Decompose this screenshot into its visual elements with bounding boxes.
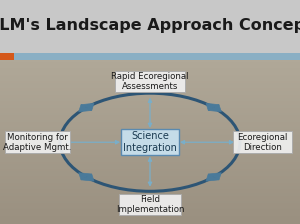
Polygon shape [81,103,94,110]
Polygon shape [79,173,92,180]
FancyBboxPatch shape [5,131,70,153]
FancyBboxPatch shape [0,53,14,60]
Polygon shape [208,173,221,180]
FancyBboxPatch shape [115,71,185,93]
Text: BLM's Landscape Approach Concept: BLM's Landscape Approach Concept [0,18,300,33]
Text: Monitoring for
Adaptive Mgmt.: Monitoring for Adaptive Mgmt. [3,133,72,152]
Text: Ecoregional
Direction: Ecoregional Direction [237,133,288,152]
Polygon shape [206,174,219,181]
Polygon shape [79,105,92,112]
Text: Rapid Ecoregional
Assessments: Rapid Ecoregional Assessments [111,72,189,91]
Text: Science
Integration: Science Integration [123,131,177,153]
FancyBboxPatch shape [233,131,292,153]
Polygon shape [206,103,219,110]
Text: Field
Implementation: Field Implementation [116,195,184,214]
FancyBboxPatch shape [121,129,179,155]
FancyBboxPatch shape [0,53,300,60]
FancyBboxPatch shape [119,194,181,215]
FancyBboxPatch shape [0,0,300,60]
Polygon shape [81,174,94,181]
Polygon shape [208,105,221,112]
